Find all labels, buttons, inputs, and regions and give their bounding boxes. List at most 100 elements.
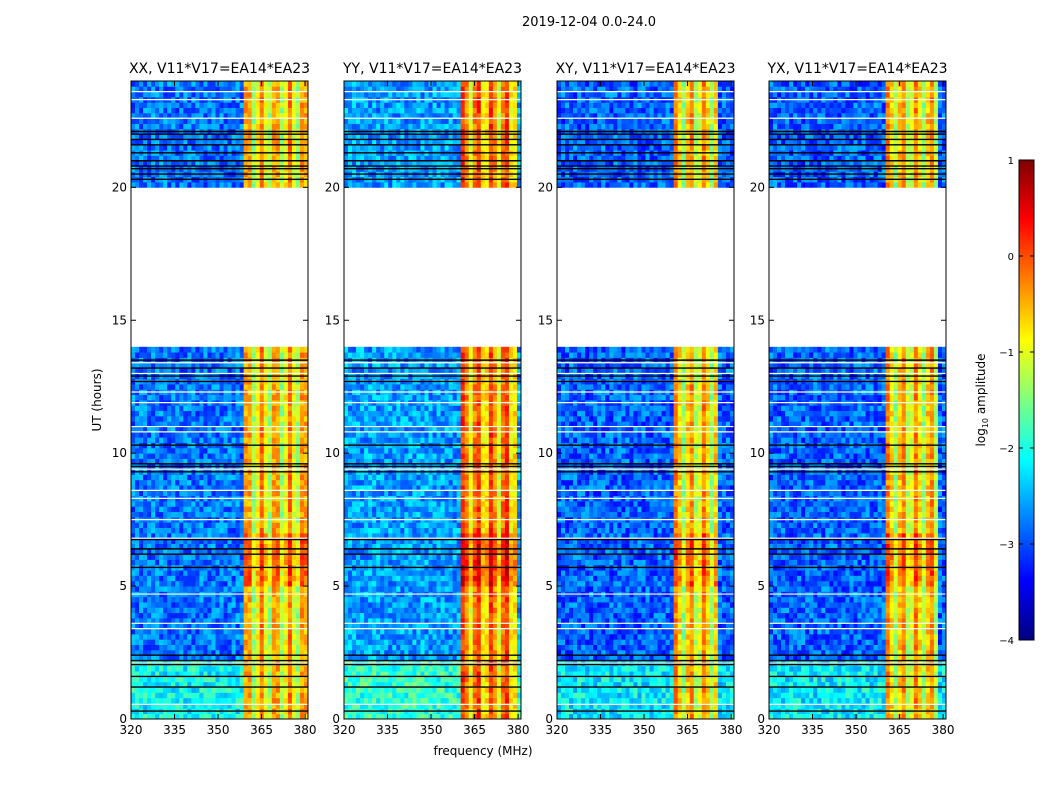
heatmap-cell	[223, 490, 228, 497]
heatmap-cell	[215, 453, 220, 459]
heatmap-cell	[159, 580, 164, 587]
heatmap-cell	[203, 501, 208, 507]
heatmap-cell	[464, 617, 470, 624]
heatmap-cell	[448, 703, 454, 709]
heatmap-cell	[484, 644, 490, 651]
heatmap-cell	[275, 671, 281, 677]
heatmap-cell	[131, 522, 136, 528]
heatmap-cell	[147, 346, 152, 353]
heatmap-cell	[476, 628, 482, 635]
heatmap-cell	[303, 575, 309, 582]
heatmap-cell	[167, 527, 172, 534]
heatmap-cell	[215, 628, 220, 635]
heatmap-cell	[139, 522, 144, 528]
heatmap-cell	[287, 511, 293, 518]
heatmap-cell	[143, 639, 148, 645]
heatmap-cell	[131, 479, 136, 486]
heatmap-cell	[147, 575, 152, 582]
heatmap-cell	[239, 644, 245, 651]
heatmap-cell	[171, 676, 176, 683]
heatmap-cell	[207, 602, 212, 608]
heatmap-cell	[235, 421, 241, 427]
heatmap-cell	[135, 633, 140, 640]
heatmap-cell	[303, 522, 309, 528]
heatmap-cell	[155, 580, 160, 587]
heatmap-cell	[432, 628, 437, 635]
heatmap-cell	[215, 501, 220, 507]
heatmap-cell	[163, 458, 168, 465]
heatmap-cell	[291, 703, 297, 709]
heatmap-cell	[187, 352, 192, 358]
heatmap-cell	[143, 81, 148, 87]
heatmap-cell	[295, 426, 301, 433]
heatmap-cell	[163, 415, 168, 422]
heatmap-cell	[291, 612, 297, 619]
heatmap-cell	[239, 713, 245, 720]
heatmap-cell	[139, 81, 144, 87]
heatmap-cell	[167, 692, 172, 699]
heatmap-cell	[191, 415, 196, 422]
heatmap-cell	[464, 607, 470, 614]
heatmap-cell	[139, 86, 144, 93]
heatmap-cell	[299, 644, 305, 651]
heatmap-cell	[131, 586, 136, 592]
heatmap-cell	[275, 447, 281, 454]
heatmap-cell	[432, 692, 437, 699]
heatmap-cell	[504, 644, 510, 651]
heatmap-cell	[223, 112, 228, 119]
heatmap-cell	[191, 575, 196, 582]
heatmap-cell	[151, 575, 156, 582]
heatmap-cell	[239, 421, 245, 427]
heatmap-cell	[267, 431, 273, 438]
heatmap-cell	[279, 447, 285, 454]
heatmap-cell	[183, 415, 188, 422]
heatmap-cell	[496, 649, 502, 656]
heatmap-cell	[231, 346, 236, 353]
heatmap-cell	[175, 155, 180, 162]
heatmap-cell	[263, 548, 269, 555]
heatmap-cell	[275, 543, 281, 550]
heatmap-cell	[384, 665, 389, 672]
heatmap-cell	[155, 522, 160, 528]
heatmap-cell	[159, 410, 164, 417]
heatmap-cell	[412, 623, 417, 630]
heatmap-cell	[195, 575, 200, 582]
heatmap-cell	[267, 687, 273, 693]
heatmap-cell	[243, 655, 249, 661]
heatmap-cell	[424, 681, 429, 688]
heatmap-cell	[171, 453, 176, 459]
heatmap-cell	[239, 501, 245, 507]
heatmap-cell	[380, 628, 385, 635]
heatmap-cell	[267, 160, 273, 167]
heatmap-cell	[155, 182, 160, 188]
heatmap-cell	[167, 394, 172, 401]
heatmap-cell	[299, 368, 305, 374]
heatmap-cell	[135, 437, 140, 443]
heatmap-cell	[247, 649, 253, 656]
heatmap-cell	[131, 665, 136, 672]
heatmap-cell	[295, 580, 301, 587]
heatmap-cell	[199, 639, 204, 645]
heatmap-cell	[171, 362, 176, 369]
heatmap-cell	[199, 687, 204, 693]
heatmap-cell	[215, 431, 220, 438]
heatmap-cell	[187, 644, 192, 651]
heatmap-cell	[147, 633, 152, 640]
heatmap-cell	[143, 617, 148, 624]
heatmap-cell	[175, 623, 180, 630]
heatmap-cell	[155, 554, 160, 560]
heatmap-cell	[392, 697, 397, 704]
heatmap-cell	[131, 671, 136, 677]
heatmap-cell	[275, 394, 281, 401]
heatmap-cell	[259, 623, 265, 630]
heatmap-cell	[384, 612, 389, 619]
heatmap-cell	[187, 485, 192, 491]
heatmap-cell	[231, 501, 236, 507]
heatmap-cell	[283, 91, 289, 98]
heatmap-cell	[428, 612, 433, 619]
heatmap-cell	[408, 612, 413, 619]
heatmap-cell	[303, 713, 309, 720]
heatmap-cell	[432, 623, 437, 630]
heatmap-cell	[295, 485, 301, 491]
heatmap-cell	[203, 527, 208, 534]
